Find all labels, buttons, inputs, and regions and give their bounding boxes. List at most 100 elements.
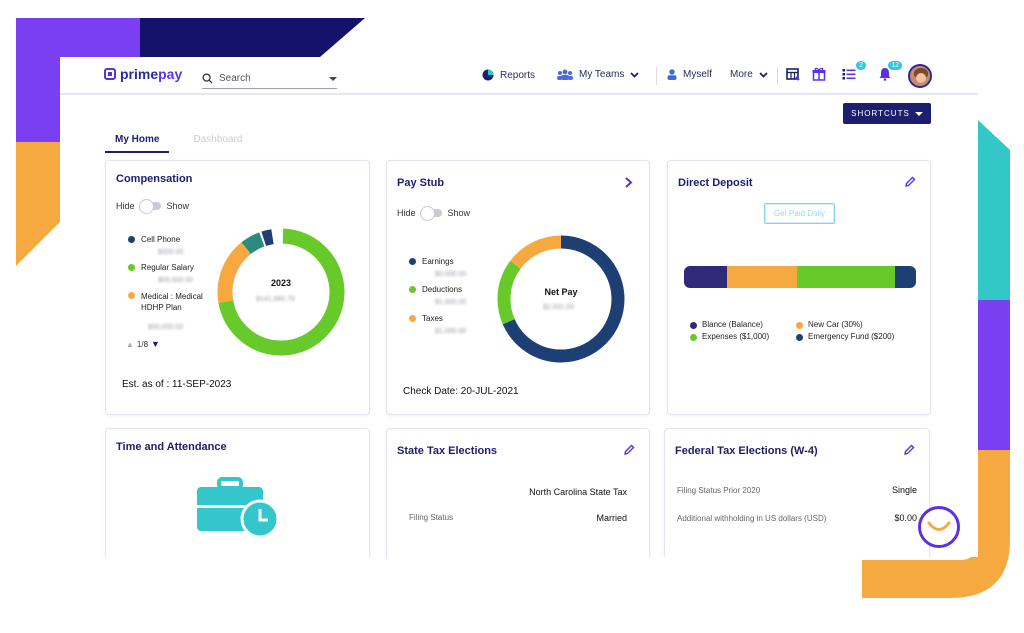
chevron-right-icon[interactable] xyxy=(624,177,633,188)
nav-my-teams[interactable]: My Teams xyxy=(557,69,640,80)
briefcase-clock-icon[interactable] xyxy=(197,477,279,539)
hide-label: Hide xyxy=(397,208,416,218)
legend-label: Regular Salary xyxy=(141,263,194,272)
home-tabs: My Home Dashboard xyxy=(105,132,252,153)
donut-segment-salary xyxy=(217,228,345,356)
edit-pencil-icon[interactable] xyxy=(903,444,915,456)
top-navigation-bar: primepay Search Reports My Teams Myself xyxy=(60,57,978,95)
legend-label: Earnings xyxy=(422,257,454,266)
user-avatar[interactable] xyxy=(908,64,932,88)
donut-center-label: Net Pay xyxy=(544,287,578,297)
logo-prefix: prime xyxy=(120,66,159,82)
legend-item: New Car (30%) xyxy=(796,320,863,329)
legend-label: Deductions xyxy=(422,285,463,294)
legend-dot xyxy=(409,315,416,322)
task-list-icon[interactable]: 2 xyxy=(842,61,866,83)
chevron-down-icon xyxy=(630,71,640,78)
search-dropdown-icon[interactable] xyxy=(329,76,337,81)
visibility-toggle[interactable] xyxy=(419,206,442,221)
filing-status-prior-value: Single xyxy=(891,485,917,495)
nav-more[interactable]: More xyxy=(730,69,768,80)
federal-tax-card: Federal Tax Elections (W-4) Filing Statu… xyxy=(664,428,930,557)
direct-deposit-title: Direct Deposit xyxy=(678,177,753,189)
edit-pencil-icon[interactable] xyxy=(904,176,916,188)
additional-withholding-label: Additional withholding in US dollars (US… xyxy=(677,514,827,523)
legend-label: New Car (30%) xyxy=(808,320,863,329)
pager-down-icon[interactable]: ▼ xyxy=(151,339,160,349)
search-input[interactable]: Search xyxy=(202,69,337,89)
calendar-grid-icon[interactable] xyxy=(786,67,802,83)
compensation-donut-chart xyxy=(217,228,345,356)
chat-assistant-button[interactable] xyxy=(918,506,960,548)
legend-item: Cell Phone xyxy=(128,235,180,244)
hide-label: Hide xyxy=(116,201,135,211)
paystub-card: Pay Stub Hide Show Earnings $0,000.00 De… xyxy=(386,160,650,415)
donut-segment-taxes xyxy=(497,235,625,363)
show-label: Show xyxy=(166,201,190,211)
legend-item: Blance (Balance) xyxy=(690,320,763,329)
donut-center-amount: $141,860.78 xyxy=(256,296,295,303)
tab-my-home[interactable]: My Home xyxy=(105,132,170,153)
compensation-title: Compensation xyxy=(116,173,193,185)
teams-icon xyxy=(557,69,573,80)
pager-label: 1/8 xyxy=(136,339,149,349)
search-placeholder: Search xyxy=(219,73,251,84)
search-icon xyxy=(202,73,213,84)
legend-amount: $0,000.00 xyxy=(435,271,467,278)
legend-item: Expenses ($1,000) xyxy=(690,332,769,341)
state-tax-title: State Tax Elections xyxy=(397,445,498,457)
legend-label: Taxes xyxy=(422,314,443,323)
state-tax-card: State Tax Elections North Carolina State… xyxy=(386,428,650,557)
notifications-bell-icon[interactable]: 12 xyxy=(878,61,902,83)
donut-segment-deductions xyxy=(497,235,625,363)
legend-amount: $1,000.00 xyxy=(435,299,467,306)
gift-icon[interactable] xyxy=(812,67,828,83)
legend-item: Taxes xyxy=(409,314,443,323)
caret-down-icon xyxy=(914,111,923,116)
time-attendance-card: Time and Attendance xyxy=(105,428,370,557)
legend-item: Earnings xyxy=(409,257,454,266)
paystub-visibility-toggle-row: Hide Show xyxy=(397,206,471,221)
allocation-segment-emergency-fund xyxy=(895,266,916,288)
primepay-logo[interactable]: primepay xyxy=(104,66,182,82)
legend-label: Emergency Fund ($200) xyxy=(808,332,895,341)
allocation-segment-expenses xyxy=(797,266,895,288)
get-paid-daily-button[interactable]: Get Paid Daily xyxy=(764,203,835,224)
nav-reports[interactable]: Reports xyxy=(482,69,535,81)
show-label: Show xyxy=(447,208,471,218)
nav-my-teams-label: My Teams xyxy=(579,69,625,80)
nav-divider xyxy=(777,67,778,85)
edit-pencil-icon[interactable] xyxy=(623,444,635,456)
chevron-down-icon xyxy=(759,71,768,78)
filing-status-value: Married xyxy=(596,513,627,523)
shortcuts-button[interactable]: SHORTCUTS xyxy=(843,103,931,124)
primepay-logo-icon xyxy=(104,68,116,80)
allocation-segment-balance xyxy=(684,266,727,288)
legend-dot xyxy=(796,333,803,341)
logo-suffix: pay xyxy=(158,66,183,82)
pager-up-icon[interactable]: ▲ xyxy=(126,339,134,349)
compensation-card: Compensation Hide Show Cell Phone $000.0… xyxy=(105,160,370,415)
tab-dashboard[interactable]: Dashboard xyxy=(193,134,243,145)
legend-dot xyxy=(690,321,697,329)
time-attendance-title: Time and Attendance xyxy=(116,441,227,453)
shortcuts-label: SHORTCUTS xyxy=(851,109,910,118)
legend-dot xyxy=(128,292,135,299)
notification-count-badge: 12 xyxy=(888,61,902,70)
compensation-estimate-date: Est. as of : 11-SEP-2023 xyxy=(122,379,232,390)
app-window: primepay Search Reports My Teams Myself xyxy=(60,57,978,557)
filing-status-prior-label: Filing Status Prior 2020 xyxy=(677,486,761,495)
visibility-toggle[interactable] xyxy=(138,199,161,214)
compensation-visibility-toggle-row: Hide Show xyxy=(116,199,190,214)
legend-label: Expenses ($1,000) xyxy=(702,332,770,341)
nav-myself[interactable]: Myself xyxy=(667,69,712,80)
allocation-segment-new-car xyxy=(727,266,797,288)
nav-myself-label: Myself xyxy=(683,69,712,80)
donut-center-amount: $2,031.00 xyxy=(543,304,575,311)
filing-status-label: Filing Status xyxy=(409,513,454,522)
legend-pager: ▲ 1/8 ▼ xyxy=(126,339,160,349)
paystub-title: Pay Stub xyxy=(397,177,445,189)
nav-divider xyxy=(656,67,657,85)
